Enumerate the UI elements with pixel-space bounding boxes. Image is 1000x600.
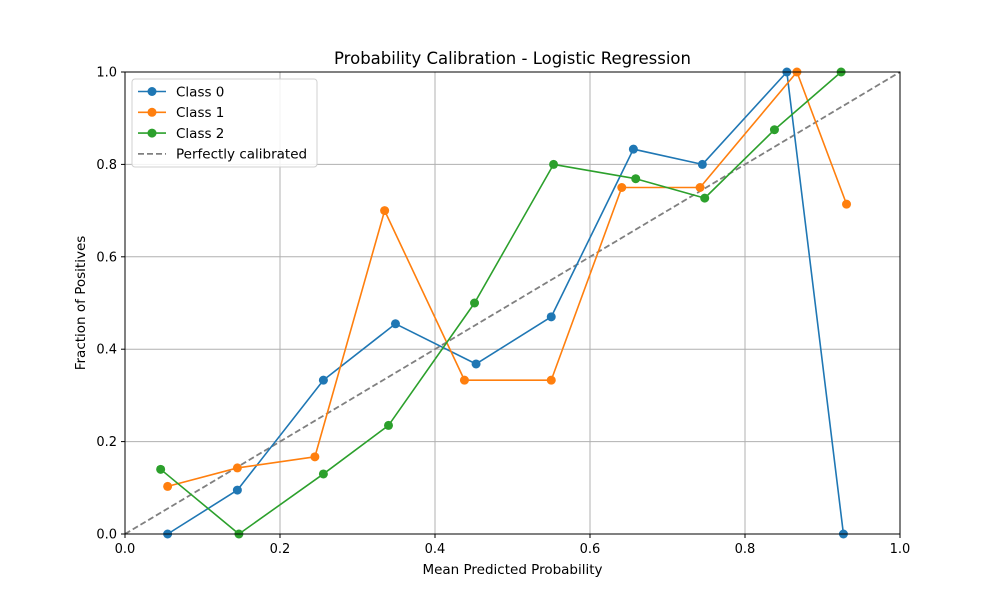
- series-perfectly-calibrated: [124, 71, 901, 535]
- legend-label: Class 0: [176, 84, 224, 100]
- data-point: [318, 469, 328, 479]
- series-line: [160, 71, 842, 535]
- data-point: [232, 463, 242, 473]
- legend-item: Class 1: [138, 105, 224, 121]
- data-point: [163, 481, 173, 491]
- legend: Class 0 Class 1 Class 2 Perfectly calibrate…: [131, 78, 318, 168]
- legend-box: [131, 78, 318, 168]
- data-point: [459, 375, 469, 385]
- chart-title: Probability Calibration - Logistic Regre…: [334, 49, 691, 68]
- x-tick-label: 0.4: [425, 542, 446, 557]
- plot-frame: [124, 71, 901, 535]
- legend-label: Perfectly calibrated: [176, 147, 307, 163]
- series-layer: [124, 67, 901, 539]
- data-point: [470, 298, 480, 308]
- x-tick-label: 0.8: [735, 542, 756, 557]
- data-point: [695, 183, 705, 192]
- y-tick-label: 1.0: [96, 66, 117, 81]
- data-point: [318, 375, 328, 385]
- x-tick-label: 1.0: [890, 542, 911, 557]
- series-line: [167, 71, 845, 535]
- legend-swatch-marker: [147, 107, 157, 117]
- y-axis-label: Fraction of Positives: [73, 236, 89, 371]
- legend-label: Class 2: [176, 126, 224, 142]
- series-class-0: [163, 67, 848, 539]
- data-point: [380, 206, 390, 216]
- data-point: [390, 319, 400, 329]
- legend-item: Perfectly calibrated: [138, 147, 307, 163]
- data-point: [769, 125, 779, 135]
- y-tick-label: 0.8: [96, 158, 117, 173]
- data-point: [842, 199, 852, 209]
- y-tick-label: 0.6: [96, 250, 117, 265]
- data-point: [617, 183, 627, 192]
- data-point: [310, 452, 320, 462]
- x-axis-label: Mean Predicted Probability: [422, 562, 602, 578]
- x-tick-label: 0.2: [270, 542, 291, 557]
- data-point: [549, 159, 559, 169]
- y-tick-label: 0.4: [96, 343, 117, 358]
- data-point: [546, 312, 556, 322]
- series-line: [124, 71, 901, 535]
- series-line: [167, 71, 848, 488]
- data-point: [628, 144, 638, 154]
- legend-swatch-marker: [147, 87, 157, 96]
- legend-item: Class 2: [138, 126, 224, 142]
- legend-swatch-marker: [147, 128, 157, 138]
- x-tick-label: 0.0: [115, 542, 136, 557]
- data-point: [471, 359, 481, 369]
- series-class-2: [156, 67, 846, 539]
- data-point: [700, 193, 710, 203]
- data-point: [156, 464, 166, 474]
- data-point: [384, 420, 393, 430]
- data-point: [697, 159, 707, 169]
- data-point: [546, 375, 556, 385]
- legend-label: Class 1: [176, 105, 224, 121]
- ticks: 0.0 0.2 0.4 0.6 0.8 1.0 0.0 0.2 0.4 0.6 0.8 1.0: [96, 66, 910, 558]
- data-point: [232, 485, 242, 495]
- legend-item: Class 0: [138, 84, 224, 100]
- y-tick-label: 0.2: [96, 435, 117, 450]
- x-tick-label: 0.6: [580, 542, 601, 557]
- data-point: [631, 174, 641, 184]
- y-tick-label: 0.0: [96, 528, 117, 543]
- series-class-1: [163, 67, 852, 491]
